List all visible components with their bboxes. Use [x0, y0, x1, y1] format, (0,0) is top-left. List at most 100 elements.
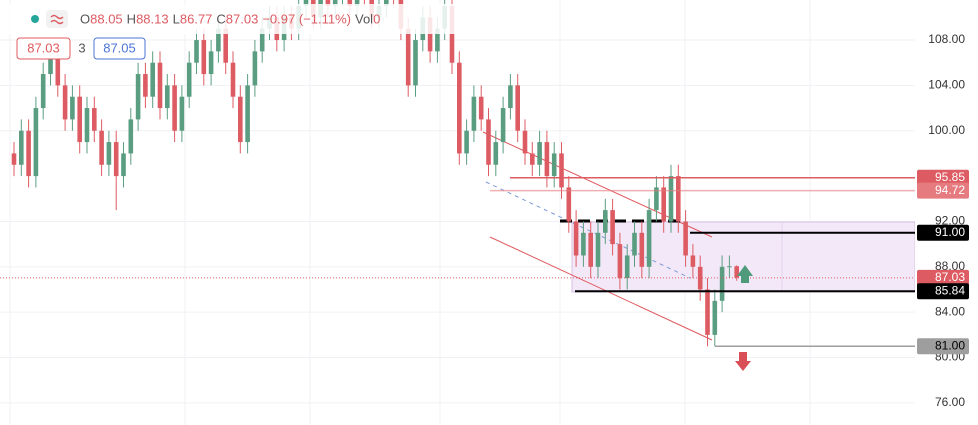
- candle-body: [668, 176, 674, 222]
- candle-body: [559, 153, 564, 188]
- candle-body: [544, 142, 550, 177]
- header-text: Vol: [355, 11, 373, 26]
- candle-body: [48, 51, 53, 75]
- candle-body: [208, 51, 214, 75]
- candle-body: [712, 300, 718, 335]
- candle-body: [157, 62, 163, 109]
- candle-body: [172, 85, 177, 131]
- candle-body: [405, 28, 411, 86]
- candle-body: [727, 266, 732, 268]
- header-text: −0.97 (−1.11%): [262, 11, 351, 26]
- candle-body: [530, 153, 535, 165]
- candle-body: [690, 255, 696, 267]
- candle-body: [11, 153, 17, 165]
- candle-body: [62, 85, 68, 120]
- y-tick-label: 108.00: [928, 32, 965, 46]
- candle-body: [19, 130, 24, 165]
- price-badge-label: 81.00: [935, 338, 965, 352]
- candle-body: [201, 40, 207, 75]
- candle-body: [654, 187, 659, 211]
- channel-mid: [485, 181, 691, 279]
- candle-body: [719, 266, 725, 301]
- candle-body: [508, 85, 513, 109]
- candle-body: [26, 130, 31, 177]
- header-text: 88.05: [90, 11, 123, 26]
- candle-body: [646, 210, 652, 267]
- candle-body: [245, 85, 250, 143]
- candle-body: [303, 0, 309, 7]
- candle-body: [354, 0, 360, 7]
- candle-body: [84, 108, 90, 143]
- y-tick-label: 92.00: [935, 214, 965, 228]
- candle-body: [216, 28, 221, 52]
- candle-body: [515, 85, 520, 131]
- header-text: 86.77: [180, 11, 213, 26]
- bid-box: [16, 37, 71, 60]
- ask-box: [93, 37, 146, 60]
- candle-body: [617, 244, 623, 279]
- candle-body: [449, 6, 455, 63]
- y-tick-label: 100.00: [928, 123, 965, 137]
- candle-body: [566, 187, 572, 222]
- candle-body: [471, 96, 477, 131]
- ask: 87.05: [103, 40, 136, 55]
- candle-body: [595, 232, 601, 267]
- candle-body: [384, 0, 389, 7]
- candle-body: [347, 0, 353, 7]
- symbol-icon: [50, 14, 64, 25]
- levels: [0, 177, 915, 347]
- header-text: 0: [373, 11, 380, 26]
- price-badge: [917, 269, 969, 286]
- price-badge-label: 91.00: [935, 225, 965, 239]
- price-badge: [917, 224, 969, 241]
- candle-body: [493, 142, 499, 165]
- candle-body: [435, 28, 440, 52]
- candle-body: [259, 28, 265, 52]
- candle-body: [55, 51, 61, 86]
- price-badge: [917, 169, 969, 186]
- candle-body: [464, 130, 469, 154]
- candle-body: [33, 108, 39, 177]
- price-badge-label: 87.03: [935, 270, 965, 284]
- candle-body: [194, 40, 199, 63]
- spread: 3: [78, 40, 85, 55]
- candle-body: [77, 96, 82, 143]
- candle-body: [165, 85, 170, 109]
- candle-body: [230, 62, 236, 97]
- candle-body: [551, 153, 557, 177]
- candle-body: [705, 289, 710, 335]
- price-badge-label: 85.84: [935, 283, 965, 297]
- up-arrow: [737, 265, 753, 283]
- candle-body: [143, 74, 148, 97]
- channel-bottom: [489, 236, 713, 341]
- candle-body: [413, 40, 418, 86]
- y-tick-label: 76.00: [935, 395, 965, 409]
- axis-labels: 76.0080.0084.0088.0092.00100.00104.00108…: [928, 32, 965, 409]
- candle-body: [624, 255, 630, 279]
- candle-body: [457, 62, 462, 154]
- price-badge-label: 95.85: [935, 170, 965, 184]
- price-badge: [917, 338, 969, 355]
- header-text: 88.13: [136, 11, 169, 26]
- candle-body: [581, 232, 586, 256]
- price-badge-label: 94.72: [935, 183, 965, 197]
- candle-body: [70, 96, 75, 120]
- candle-body: [522, 130, 528, 154]
- candle-body: [150, 62, 155, 97]
- y-tick-label: 104.00: [928, 78, 965, 92]
- candle-body: [573, 221, 579, 256]
- header-text: C: [216, 11, 225, 26]
- y-tick-label: 88.00: [935, 259, 965, 273]
- header-text: O: [80, 11, 90, 26]
- header-text: L: [173, 11, 180, 26]
- candle-body: [135, 74, 141, 120]
- candle-body: [427, 17, 433, 52]
- symbol-pill: [46, 10, 68, 28]
- candle-body: [537, 142, 542, 165]
- header-text: 87.03: [226, 11, 259, 26]
- candle-body: [99, 130, 104, 165]
- candle-body: [128, 119, 134, 154]
- y-tick-label: 84.00: [935, 304, 965, 318]
